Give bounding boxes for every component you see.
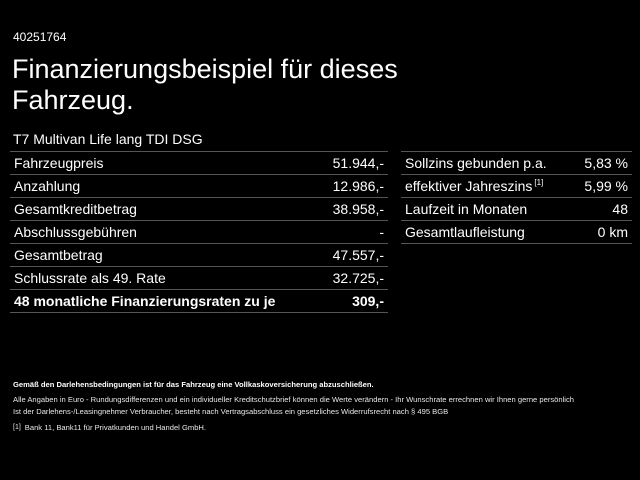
row-value: 32.725,-	[332, 270, 384, 286]
interest-table: Sollzins gebunden p.a. 5,83 % effektiver…	[401, 151, 632, 244]
row-label: Abschlussgebühren	[14, 224, 137, 240]
table-row: Sollzins gebunden p.a. 5,83 %	[401, 152, 632, 175]
financing-table: Fahrzeugpreis 51.944,- Anzahlung 12.986,…	[10, 151, 388, 313]
row-label: Schlussrate als 49. Rate	[14, 270, 166, 286]
row-value: 5,83 %	[584, 155, 628, 171]
reference-id: 40251764	[13, 30, 67, 44]
table-row: Abschlussgebühren -	[10, 221, 388, 244]
insurance-note: Gemäß den Darlehensbedingungen ist für d…	[13, 380, 374, 389]
table-row: Fahrzeugpreis 51.944,-	[10, 152, 388, 175]
footnote: [1] Bank 11, Bank11 für Privatkunden und …	[13, 422, 633, 434]
row-value: 38.958,-	[332, 201, 384, 217]
page-title: Finanzierungsbeispiel für dieses Fahrzeu…	[12, 54, 398, 115]
table-row: Gesamtbetrag 47.557,-	[10, 244, 388, 267]
row-label: Gesamtlaufleistung	[405, 224, 525, 240]
vehicle-model: T7 Multivan Life lang TDI DSG	[13, 131, 203, 147]
row-label: Sollzins gebunden p.a.	[405, 155, 547, 171]
disclaimer-line: Alle Angaben in Euro - Rundungsdifferenz…	[13, 395, 575, 404]
monthly-rate-row: 48 monatliche Finanzierungsraten zu je 3…	[10, 290, 388, 313]
row-value: -	[379, 224, 384, 240]
table-row: Anzahlung 12.986,-	[10, 175, 388, 198]
footnote-text: Bank 11, Bank11 für Privatkunden und Han…	[24, 423, 207, 432]
row-label: 48 monatliche Finanzierungsraten zu je	[14, 293, 276, 309]
table-row: Schlussrate als 49. Rate 32.725,-	[10, 267, 388, 290]
row-label: Fahrzeugpreis	[14, 155, 104, 171]
withdrawal-note: Ist der Darlehens-/Leasingnehmer Verbrau…	[13, 407, 449, 416]
row-label-group: effektiver Jahreszins [1]	[405, 178, 543, 194]
table-row: Gesamtlaufleistung 0 km	[401, 221, 632, 244]
footnote-mark: [1]	[13, 424, 21, 431]
row-label: Gesamtbetrag	[14, 247, 103, 263]
table-row: effektiver Jahreszins [1] 5,99 %	[401, 175, 632, 198]
legal-notes: Gemäß den Darlehensbedingungen ist für d…	[13, 379, 633, 434]
row-label: Gesamtkreditbetrag	[14, 201, 137, 217]
row-label: Anzahlung	[14, 178, 81, 194]
row-value: 51.944,-	[332, 155, 384, 171]
row-value: 309,-	[352, 293, 384, 309]
row-value: 47.557,-	[332, 247, 384, 263]
footnote-marker: [1]	[534, 178, 544, 188]
table-row: Laufzeit in Monaten 48	[401, 198, 632, 221]
row-value: 0 km	[597, 224, 628, 240]
row-label: Laufzeit in Monaten	[405, 201, 528, 217]
row-value: 48	[612, 201, 628, 217]
table-row: Gesamtkreditbetrag 38.958,-	[10, 198, 388, 221]
row-label: effektiver Jahreszins	[405, 178, 533, 194]
row-value: 12.986,-	[332, 178, 384, 194]
row-value: 5,99 %	[584, 178, 628, 194]
